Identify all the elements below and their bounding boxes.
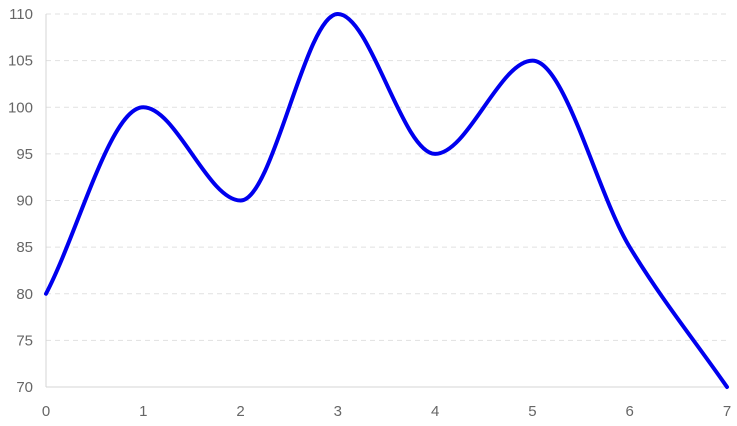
series-line-0 <box>44 12 729 389</box>
y-tick-label-80: 80 <box>16 286 33 303</box>
y-tick-label-90: 90 <box>16 193 33 210</box>
x-tick-label-0: 0 <box>42 403 50 420</box>
y-tick-label-105: 105 <box>8 53 33 70</box>
x-tick-label-4: 4 <box>431 403 439 420</box>
y-tick-label-100: 100 <box>8 99 33 116</box>
x-tick-label-1: 1 <box>139 403 147 420</box>
x-tick-label-5: 5 <box>528 403 536 420</box>
x-tick-label-7: 7 <box>723 403 731 420</box>
y-tick-label-75: 75 <box>16 332 33 349</box>
x-tick-label-3: 3 <box>334 403 342 420</box>
y-tick-label-85: 85 <box>16 239 33 256</box>
tick-labels: 70 75 80 85 90 95 100 105 110 0 1 2 3 4 5 6 7 <box>8 6 731 420</box>
x-tick-label-6: 6 <box>626 403 634 420</box>
y-tick-label-70: 70 <box>16 379 33 396</box>
axis-layer <box>45 14 727 388</box>
y-tick-label-95: 95 <box>16 146 33 163</box>
x-tick-label-2: 2 <box>236 403 244 420</box>
grid-layer <box>46 13 727 341</box>
series-layer <box>44 12 729 389</box>
y-tick-label-110: 110 <box>9 6 33 23</box>
